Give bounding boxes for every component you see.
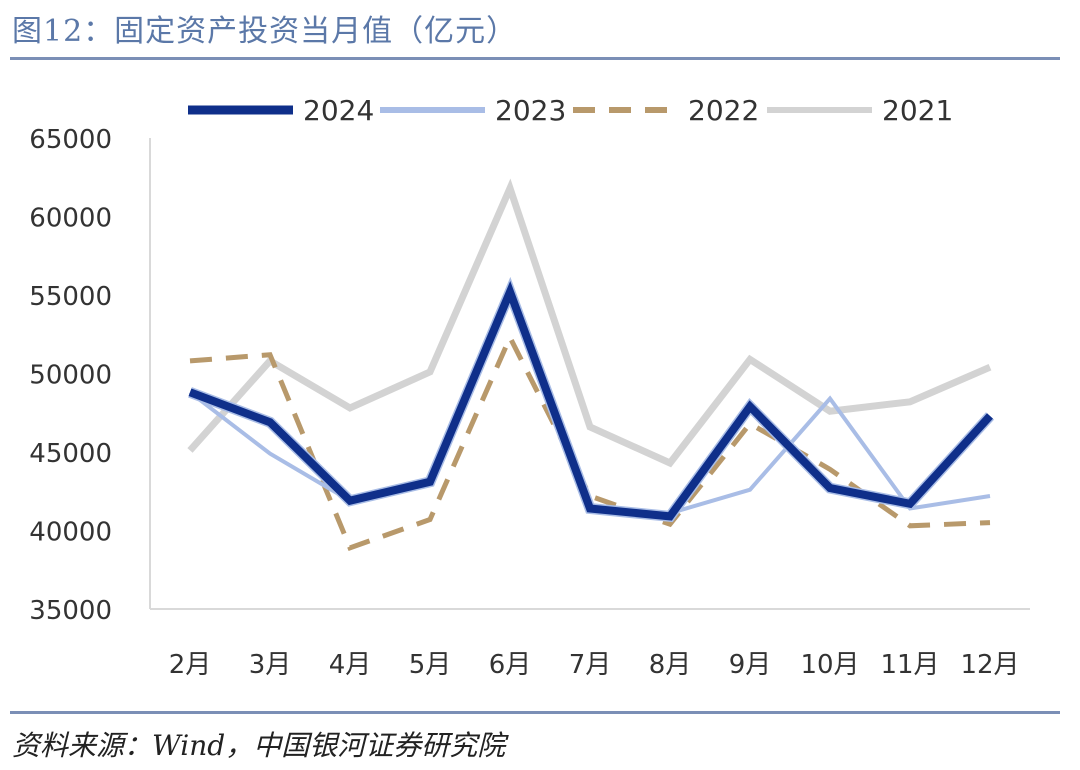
- x-tick-label: 5月: [409, 650, 452, 680]
- bottom-rule: [10, 711, 1060, 714]
- legend-label-2023: 2023: [495, 94, 566, 127]
- x-tick-label: 10月: [800, 650, 859, 680]
- top-rule: [10, 57, 1060, 60]
- x-tick-label: 7月: [569, 650, 612, 680]
- x-tick-label: 11月: [880, 650, 939, 680]
- y-tick-label: 65000: [29, 125, 112, 155]
- source-note: 资料来源：Wind，中国银河证券研究院: [12, 729, 506, 762]
- series-line-2023: [188, 286, 991, 516]
- legend-label-2024: 2024: [303, 94, 374, 127]
- series-line-2024: [188, 281, 993, 521]
- y-tick-label: 35000: [29, 596, 112, 626]
- line-chart: 35000 40000 45000 50000 55000 60000 65000 2月 3月 4…: [29, 94, 1030, 680]
- y-tick-label: 40000: [29, 518, 112, 548]
- y-tick-label: 60000: [29, 204, 112, 234]
- x-tick-label: 4月: [329, 650, 372, 680]
- x-tick-label: 9月: [729, 650, 772, 680]
- series-line-2022: [189, 331, 991, 551]
- series-line-2021: [187, 178, 992, 468]
- x-tick-label: 6月: [489, 650, 532, 680]
- y-tick-label: 50000: [29, 361, 112, 391]
- chart-title: 图12：固定资产投资当月值（亿元）: [12, 14, 518, 49]
- y-tick-label: 55000: [29, 282, 112, 312]
- legend-label-2021: 2021: [882, 94, 953, 127]
- x-tick-label: 2月: [169, 650, 212, 680]
- x-tick-label: 3月: [249, 650, 292, 680]
- x-tick-label: 12月: [960, 650, 1019, 680]
- x-tick-label: 8月: [649, 650, 692, 680]
- legend-label-2022: 2022: [688, 94, 759, 127]
- y-tick-label: 45000: [29, 439, 112, 469]
